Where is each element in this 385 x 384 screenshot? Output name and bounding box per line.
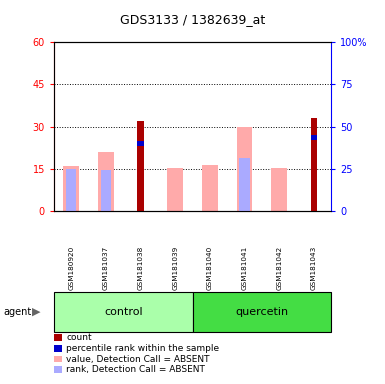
Text: GSM181042: GSM181042 [276,246,282,290]
Text: GSM181038: GSM181038 [137,246,144,290]
Text: GSM181037: GSM181037 [103,246,109,290]
Text: control: control [104,307,142,317]
Bar [101,170,111,211]
Text: GSM181039: GSM181039 [172,246,178,290]
Text: GSM180920: GSM180920 [68,246,74,290]
Text: GDS3133 / 1382639_at: GDS3133 / 1382639_at [120,13,265,26]
Bar [271,167,287,211]
Text: GSM181043: GSM181043 [311,246,317,290]
Bar [66,169,76,211]
Bar [237,127,252,211]
Bar [239,158,249,211]
Text: rank, Detection Call = ABSENT: rank, Detection Call = ABSENT [66,365,205,374]
Text: ▶: ▶ [32,307,41,317]
Bar [137,141,144,146]
Text: percentile rank within the sample: percentile rank within the sample [66,344,219,353]
Bar [167,167,183,211]
Bar [311,135,317,140]
Bar [137,121,144,211]
Text: count: count [66,333,92,342]
Bar [202,165,218,211]
Text: GSM181041: GSM181041 [241,246,248,290]
Bar [311,118,317,211]
Bar [64,166,79,211]
Text: value, Detection Call = ABSENT: value, Detection Call = ABSENT [66,354,210,364]
Bar [98,152,114,211]
Text: GSM181040: GSM181040 [207,246,213,290]
Text: quercetin: quercetin [235,307,288,317]
Text: agent: agent [4,307,32,317]
